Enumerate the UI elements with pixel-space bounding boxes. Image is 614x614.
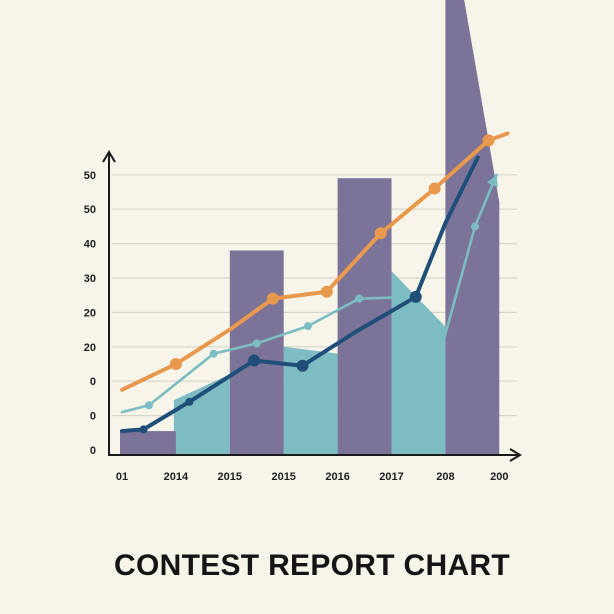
x-tick-label: 208 <box>436 471 454 483</box>
y-axis-arrowhead <box>102 150 116 163</box>
x-tick-label: 200 <box>490 471 508 483</box>
bar-series-group <box>120 0 500 456</box>
series-point <box>409 290 422 303</box>
series-point <box>185 397 194 406</box>
chart-title: CONTEST REPORT CHART <box>114 549 510 582</box>
x-axis-arrowhead <box>509 448 522 462</box>
y-tick-labels: 0 0 0 20 20 30 40 50 50 <box>84 170 96 457</box>
y-tick-label: 20 <box>84 342 96 354</box>
series-point <box>266 292 279 305</box>
line-series-group <box>120 131 510 434</box>
x-tick-label: 2014 <box>164 471 189 483</box>
series-point <box>482 134 495 147</box>
series-point <box>428 182 441 195</box>
series-arrowhead <box>486 174 498 188</box>
y-tick-label: 50 <box>84 170 96 182</box>
series-point <box>248 354 261 367</box>
series-point <box>355 294 364 303</box>
x-tick-label: 2016 <box>325 471 349 483</box>
x-tick-label: 2015 <box>218 471 242 483</box>
series-point <box>471 222 480 231</box>
y-tick-label: 40 <box>84 239 96 251</box>
y-tick-label: 50 <box>84 204 96 216</box>
y-tick-label: 30 <box>84 273 96 285</box>
y-tick-label: 20 <box>84 307 96 319</box>
bar <box>229 250 284 455</box>
y-tick-label: 0 <box>90 376 96 388</box>
x-tick-label: 2015 <box>271 471 295 483</box>
series-line <box>120 173 498 414</box>
series-point <box>303 322 312 331</box>
series-point <box>296 359 309 372</box>
series-point <box>169 358 182 370</box>
y-tick-label: 0 <box>90 445 96 457</box>
bar <box>120 431 176 455</box>
axes <box>102 150 522 462</box>
area-bar <box>391 271 446 455</box>
series-point <box>144 401 153 410</box>
series-point <box>320 285 333 298</box>
series-point <box>209 349 218 358</box>
series-point <box>374 227 387 240</box>
area-bar <box>173 374 230 455</box>
series-point <box>139 425 148 434</box>
series-point <box>252 339 261 348</box>
x-tick-labels: 01 2014 2015 2015 2016 2017 208 200 <box>116 471 509 483</box>
x-tick-label: 2017 <box>379 471 403 483</box>
area-bar <box>283 346 338 455</box>
x-tick-label: 01 <box>116 471 128 483</box>
y-tick-label: 0 <box>90 411 96 423</box>
